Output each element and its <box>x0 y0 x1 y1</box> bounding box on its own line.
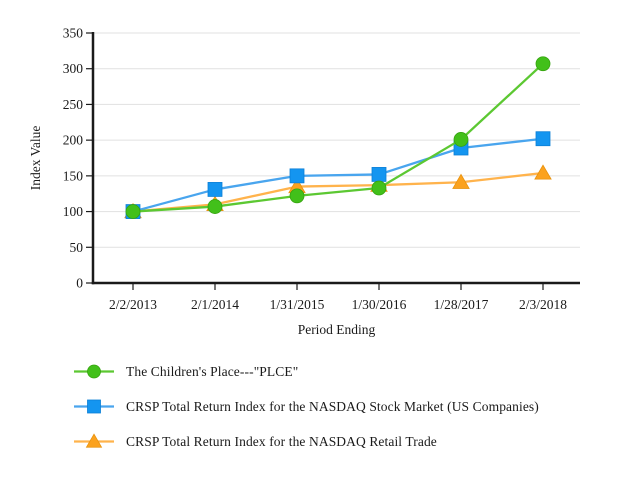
circle-marker-icon <box>74 364 114 379</box>
gridlines <box>93 32 580 248</box>
x-tick-label: 2/1/2014 <box>191 297 239 312</box>
chart-legend: The Children's Place---"PLCE" CRSP Total… <box>74 363 539 468</box>
x-axis-ticks: 2/2/2013 2/1/2014 1/31/2015 1/30/2016 1/28/2… <box>109 284 567 312</box>
x-tick-label: 1/28/2017 <box>434 297 489 312</box>
square-marker-icon <box>74 399 114 414</box>
x-axis-title: Period Ending <box>298 322 376 337</box>
x-tick-label: 2/2/2013 <box>109 297 157 312</box>
y-tick-label: 300 <box>63 61 84 76</box>
y-tick-label: 250 <box>63 97 84 112</box>
x-tick-label: 1/31/2015 <box>270 297 325 312</box>
triangle-marker-icon <box>74 433 114 448</box>
legend-label-plce: The Children's Place---"PLCE" <box>126 363 299 379</box>
legend-label-nasdaq-retail-trade: CRSP Total Return Index for the NASDAQ R… <box>126 433 437 449</box>
axes <box>91 32 580 285</box>
legend-label-nasdaq-stock-market: CRSP Total Return Index for the NASDAQ S… <box>126 398 539 414</box>
series-circle <box>125 56 551 219</box>
y-tick-label: 350 <box>63 26 84 41</box>
x-tick-label: 1/30/2016 <box>352 297 407 312</box>
legend-item-nasdaq-stock-market: CRSP Total Return Index for the NASDAQ S… <box>74 398 539 415</box>
legend-item-plce: The Children's Place---"PLCE" <box>74 363 539 380</box>
y-tick-label: 150 <box>63 168 84 183</box>
x-tick-label: 2/3/2018 <box>519 297 567 312</box>
legend-item-nasdaq-retail-trade: CRSP Total Return Index for the NASDAQ R… <box>74 433 539 450</box>
y-axis-title: Index Value <box>28 126 43 191</box>
y-tick-label: 200 <box>63 133 84 148</box>
y-tick-label: 50 <box>70 240 84 255</box>
line-chart: 0 50 100 150 200 250 300 350 2/2/2013 2/1/2014 1/3… <box>28 26 580 337</box>
y-tick-label: 0 <box>76 276 83 291</box>
y-tick-label: 100 <box>63 204 84 219</box>
y-axis-ticks: 0 50 100 150 200 250 300 350 <box>63 26 92 291</box>
